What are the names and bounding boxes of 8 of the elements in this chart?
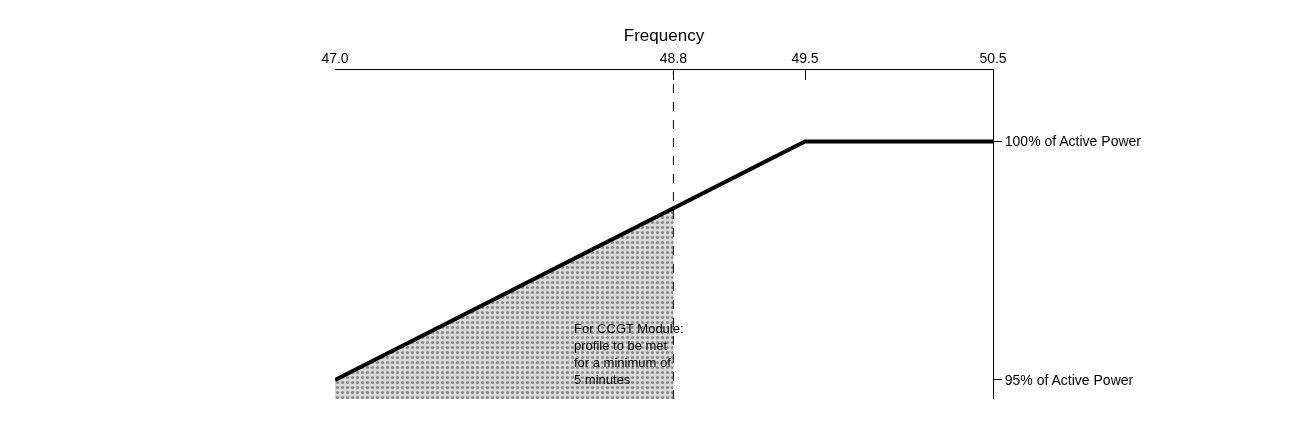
x-tick-label: 47.0 xyxy=(321,50,349,67)
x-tick-label: 48.8 xyxy=(659,50,688,67)
x-axis-title: Frequency xyxy=(623,25,705,45)
x-tick-label: 50.5 xyxy=(979,50,1007,67)
y-tick-label: 100% of Active Power xyxy=(1004,133,1142,150)
annotation: For CCGT Module: profile to be met for a minimum of 5 minutes xyxy=(574,321,684,387)
x-tick-label: 49.5 xyxy=(791,50,819,67)
y-tick-label: 95% of Active Power xyxy=(1004,371,1134,388)
